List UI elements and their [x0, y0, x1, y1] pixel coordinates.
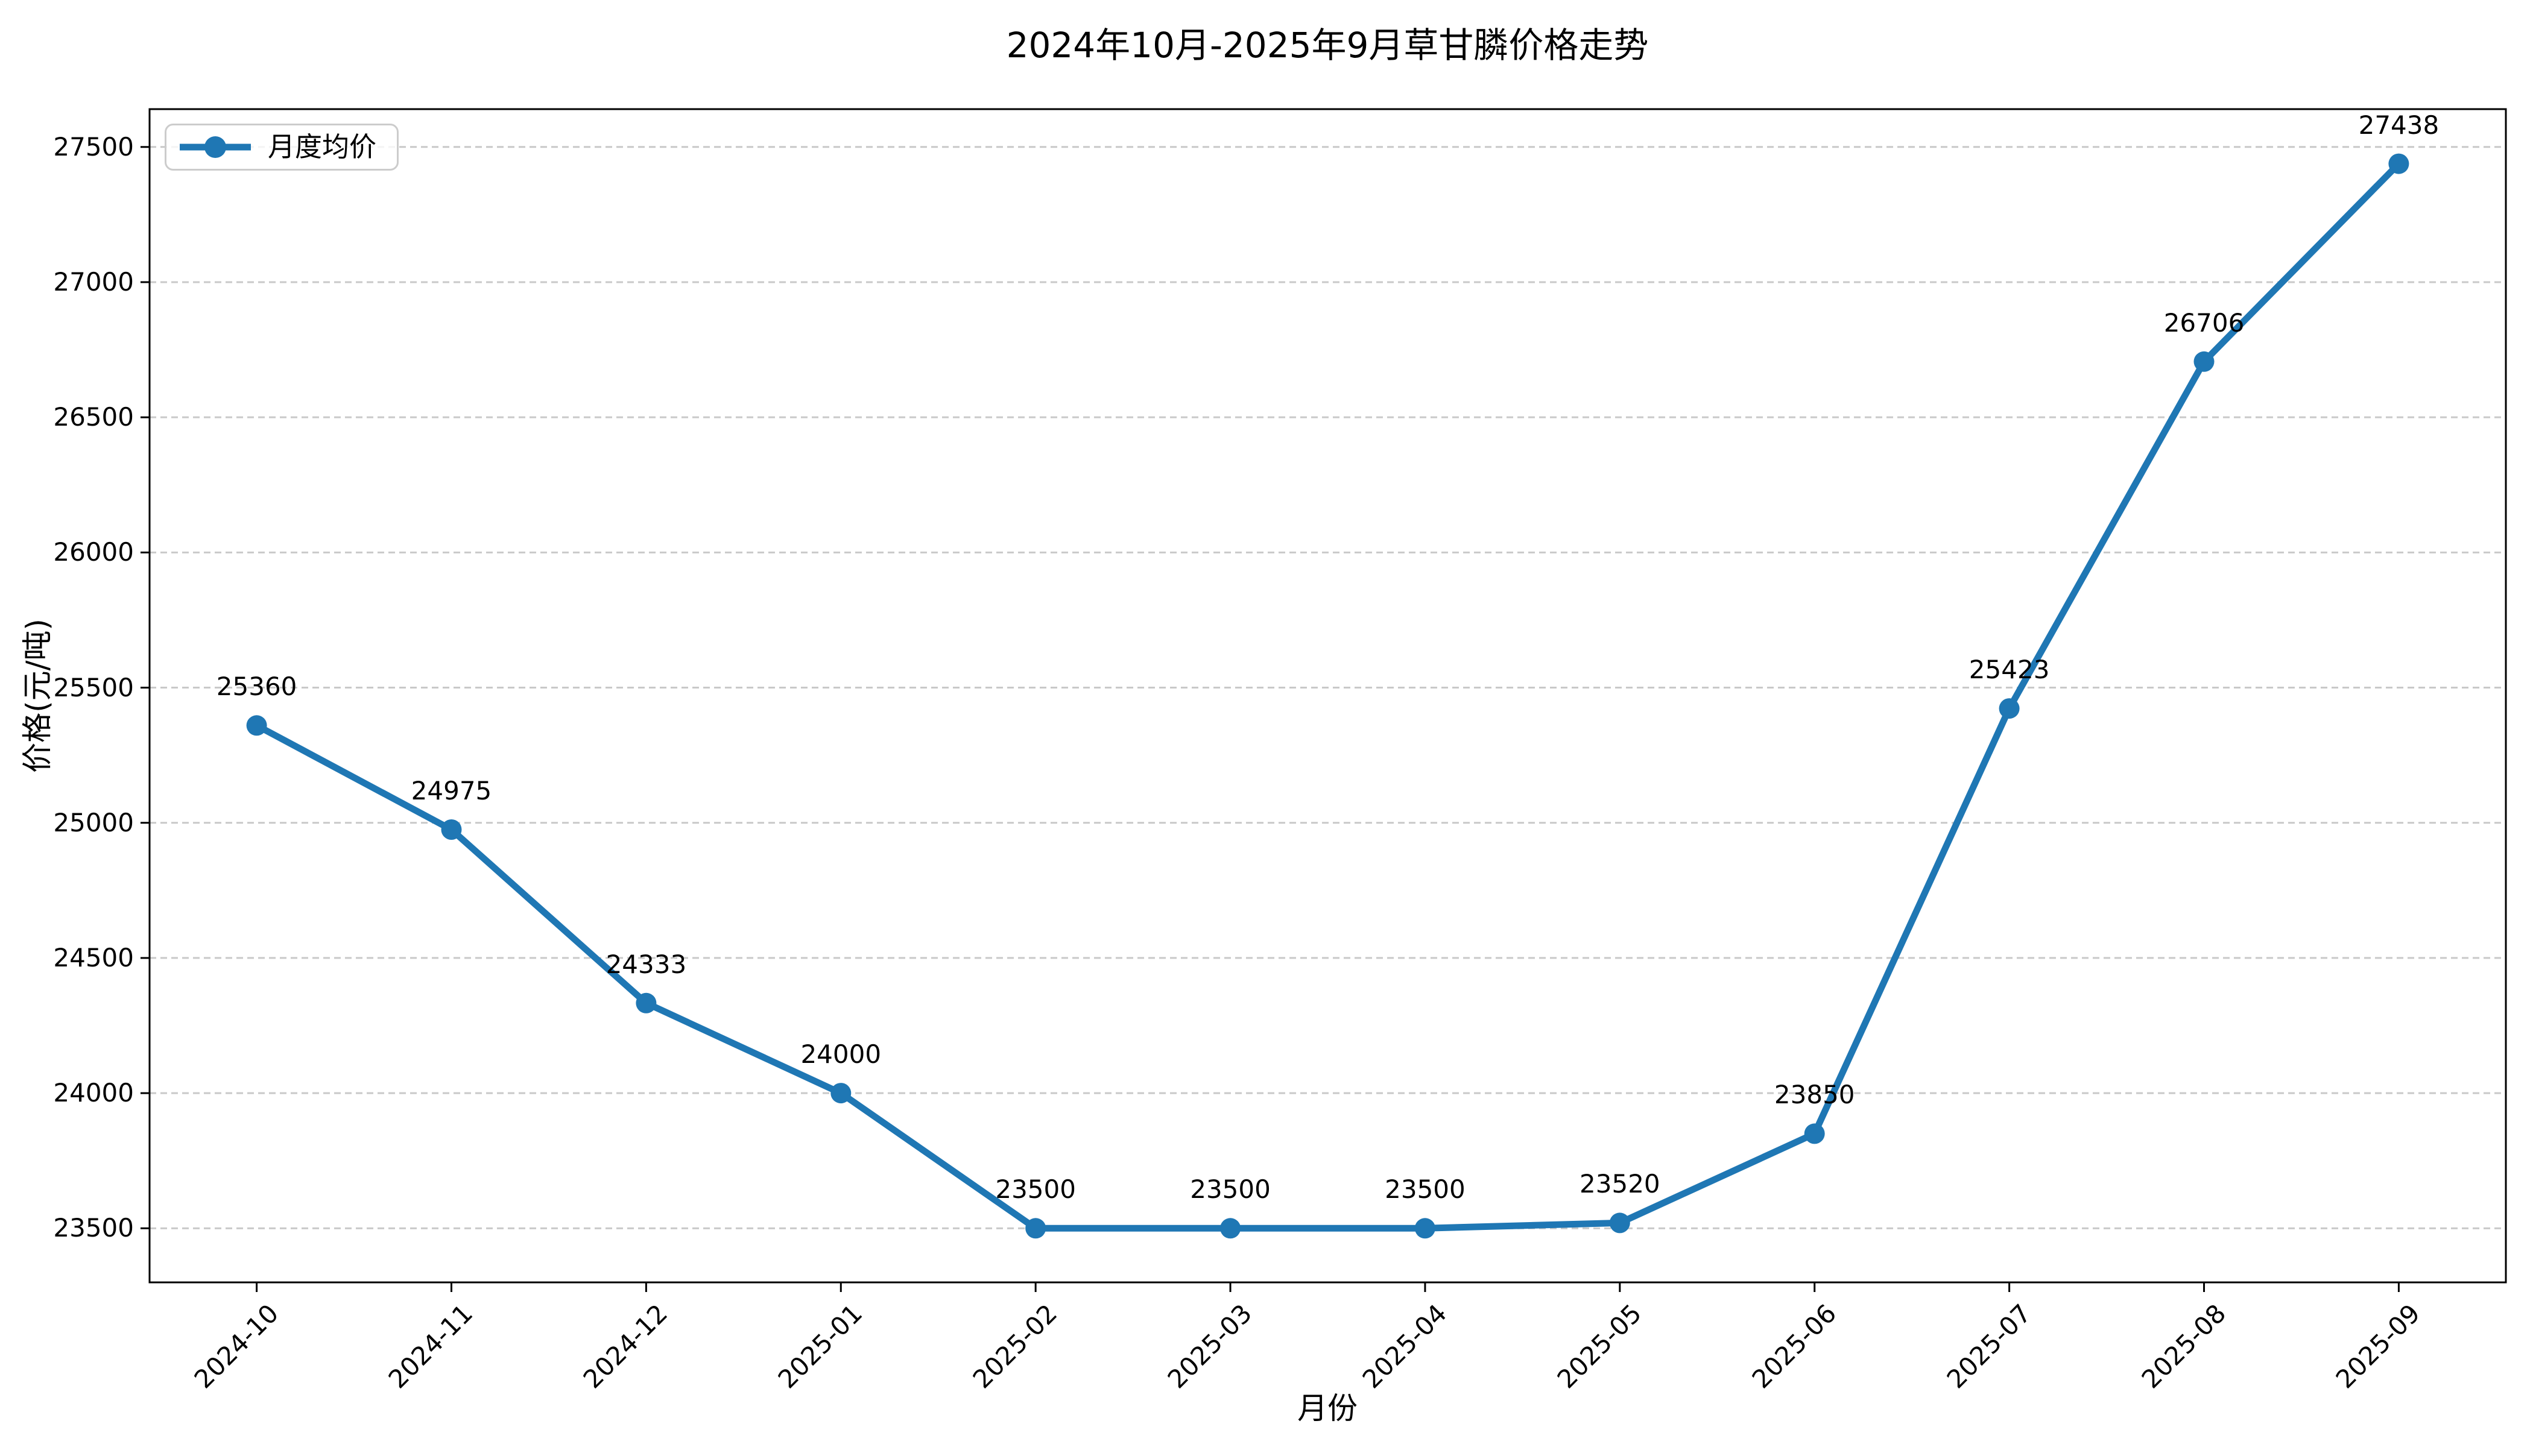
data-point-2024-10 — [246, 715, 267, 736]
data-point-2025-04 — [1414, 1218, 1435, 1239]
data-point-2025-02 — [1025, 1218, 1046, 1239]
data-point-2025-06 — [1804, 1123, 1825, 1144]
line-series-layer — [246, 153, 2409, 1239]
plot-frame — [148, 108, 2507, 1284]
annotation-2025-05: 23520 — [1580, 1169, 1660, 1199]
data-point-2025-08 — [2193, 351, 2215, 372]
y-tick-label-23500: 23500 — [53, 1213, 134, 1243]
y-tick-label-26000: 26000 — [53, 537, 134, 567]
data-point-2024-11 — [441, 819, 462, 840]
y-tick-label-25000: 25000 — [53, 807, 134, 837]
legend-box: 月度均价 — [165, 124, 399, 171]
data-point-2025-01 — [830, 1083, 852, 1104]
y-tick-label-26500: 26500 — [53, 402, 134, 432]
annotation-2025-07: 25423 — [1969, 655, 2050, 685]
data-point-2025-03 — [1220, 1218, 1241, 1239]
data-point-2024-12 — [636, 992, 657, 1013]
annotation-2025-03: 23500 — [1190, 1174, 1271, 1205]
y-gridlines — [150, 146, 2506, 1229]
data-point-2025-09 — [2388, 153, 2409, 174]
price-line — [253, 160, 2402, 1232]
legend-line-marker-sample — [180, 136, 251, 158]
annotation-2024-12: 24333 — [606, 949, 687, 979]
y-tick-label-27500: 27500 — [53, 131, 134, 162]
chart-title: 2024年10月-2025年9月草甘膦价格走势 — [1006, 25, 1649, 66]
data-point-2025-05 — [1609, 1212, 1630, 1234]
annotation-2025-02: 23500 — [995, 1174, 1076, 1205]
data-point-2025-07 — [1999, 698, 2020, 719]
annotation-2025-09: 27438 — [2358, 110, 2440, 140]
annotation-2025-04: 23500 — [1385, 1174, 1466, 1205]
axes-layer — [141, 108, 2507, 1292]
y-tick-label-25500: 25500 — [53, 672, 134, 702]
x-axis-label: 月份 — [1297, 1391, 1358, 1426]
y-tick-label-24500: 24500 — [53, 942, 134, 972]
annotation-2025-08: 26706 — [2163, 307, 2245, 338]
legend-entry-label: 月度均价 — [268, 131, 377, 163]
y-tick-label-24000: 24000 — [53, 1078, 134, 1108]
annotation-2024-11: 24975 — [411, 775, 492, 805]
annotation-2025-01: 24000 — [800, 1039, 882, 1070]
annotation-2025-06: 23850 — [1774, 1080, 1855, 1110]
annotation-2024-10: 25360 — [216, 672, 297, 702]
y-tick-label-27000: 27000 — [53, 266, 134, 297]
